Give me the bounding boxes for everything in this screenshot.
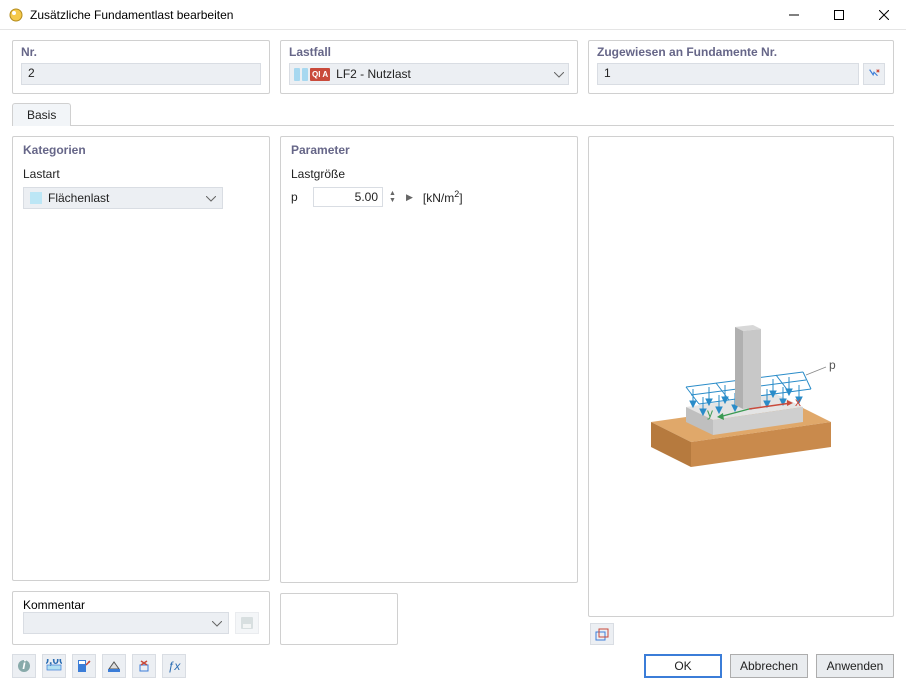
pick-foundations-button[interactable] xyxy=(863,63,885,85)
categories-panel: Kategorien Lastart Flächenlast xyxy=(12,136,270,581)
lastart-value: Flächenlast xyxy=(48,191,206,205)
svg-text:p: p xyxy=(829,358,836,372)
tab-basis[interactable]: Basis xyxy=(12,103,71,126)
spinner-down-icon[interactable]: ▼ xyxy=(389,197,396,204)
categories-title: Kategorien xyxy=(23,143,259,157)
p-spinner[interactable]: ▲ ▼ xyxy=(389,190,396,204)
lastart-swatch-icon xyxy=(30,192,42,204)
maximize-button[interactable] xyxy=(816,0,861,29)
preview-button[interactable] xyxy=(102,654,126,678)
help-button[interactable]: i xyxy=(12,654,36,678)
ok-button[interactable]: OK xyxy=(644,654,722,678)
column xyxy=(735,325,761,409)
preview-tool-button[interactable] xyxy=(590,623,614,645)
lastart-label: Lastart xyxy=(23,167,259,181)
svg-text:0,00: 0,00 xyxy=(46,659,62,667)
lf-badge-3: QI A xyxy=(310,68,330,81)
lastfall-select[interactable]: QI A LF2 - Nutzlast xyxy=(289,63,569,85)
apply-button[interactable]: Anwenden xyxy=(816,654,894,678)
lastart-select[interactable]: Flächenlast xyxy=(23,187,223,209)
window-title: Zusätzliche Fundamentlast bearbeiten xyxy=(30,8,771,22)
assigned-input[interactable]: 1 xyxy=(597,63,859,85)
minimize-button[interactable] xyxy=(771,0,816,29)
p-symbol: p xyxy=(291,190,305,204)
kommentar-input[interactable] xyxy=(23,612,229,634)
lf-badge-2 xyxy=(302,68,308,81)
svg-text:x: x xyxy=(795,395,801,409)
nr-input[interactable]: 2 xyxy=(21,63,261,85)
assigned-label: Zugewiesen an Fundamente Nr. xyxy=(597,45,885,59)
chevron-down-icon xyxy=(554,67,564,81)
spinner-up-icon[interactable]: ▲ xyxy=(389,190,396,197)
annotation-p: p xyxy=(806,358,836,375)
units-button[interactable]: 0,00 xyxy=(42,654,66,678)
chevron-down-icon xyxy=(212,616,222,630)
lastfall-group: Lastfall QI A LF2 - Nutzlast xyxy=(280,40,578,94)
kommentar-aux-panel xyxy=(280,593,398,645)
kommentar-save-button[interactable] xyxy=(235,612,259,634)
p-value-input[interactable] xyxy=(313,187,383,207)
titlebar: Zusätzliche Fundamentlast bearbeiten xyxy=(0,0,906,30)
lastgroesse-label: Lastgröße xyxy=(291,167,567,181)
svg-text:ƒx: ƒx xyxy=(168,659,181,673)
lastfall-label: Lastfall xyxy=(289,45,569,59)
p-unit: [kN/m2] xyxy=(423,189,463,205)
kommentar-panel: Kommentar xyxy=(12,591,270,645)
assigned-group: Zugewiesen an Fundamente Nr. 1 xyxy=(588,40,894,94)
lf-badge-1 xyxy=(294,68,300,81)
nr-group: Nr. 2 xyxy=(12,40,270,94)
delete-button[interactable] xyxy=(132,654,156,678)
lastfall-value: LF2 - Nutzlast xyxy=(336,67,554,81)
nr-label: Nr. xyxy=(21,45,261,59)
cancel-button[interactable]: Abbrechen xyxy=(730,654,808,678)
preview-panel: x y p xyxy=(588,136,894,617)
chevron-down-icon xyxy=(206,191,216,205)
window-controls xyxy=(771,0,906,29)
parameters-panel: Parameter Lastgröße p ▲ ▼ ▶ [kN/m2] xyxy=(280,136,578,583)
parameters-title: Parameter xyxy=(291,143,567,157)
app-icon xyxy=(8,7,24,23)
play-icon[interactable]: ▶ xyxy=(406,192,413,203)
kommentar-title: Kommentar xyxy=(23,598,259,612)
close-button[interactable] xyxy=(861,0,906,29)
svg-text:y: y xyxy=(707,406,713,420)
script-button[interactable]: ƒx xyxy=(162,654,186,678)
calc-button[interactable] xyxy=(72,654,96,678)
